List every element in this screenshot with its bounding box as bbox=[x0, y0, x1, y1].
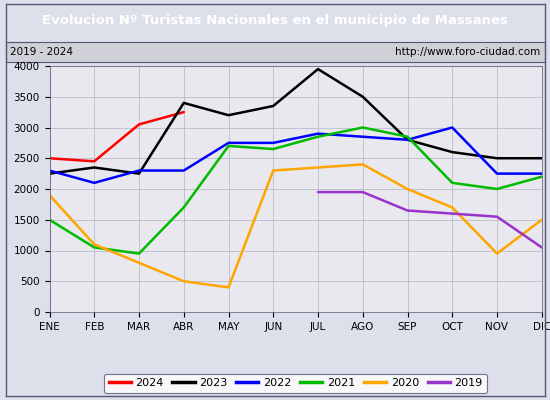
Text: 2019 - 2024: 2019 - 2024 bbox=[10, 47, 73, 57]
Text: Evolucion Nº Turistas Nacionales en el municipio de Massanes: Evolucion Nº Turistas Nacionales en el m… bbox=[42, 14, 508, 27]
Text: http://www.foro-ciudad.com: http://www.foro-ciudad.com bbox=[395, 47, 540, 57]
Legend: 2024, 2023, 2022, 2021, 2020, 2019: 2024, 2023, 2022, 2021, 2020, 2019 bbox=[104, 374, 487, 392]
